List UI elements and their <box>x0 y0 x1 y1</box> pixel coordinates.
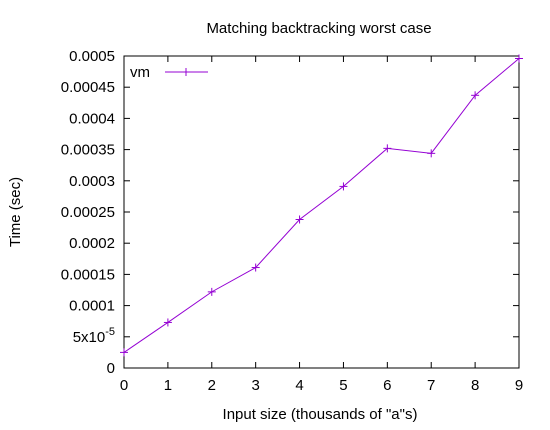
y-tick-label: 0.0002 <box>69 235 115 252</box>
x-tick-label: 2 <box>208 377 216 394</box>
legend-label-vm: vm <box>130 64 150 81</box>
x-tick-label: 8 <box>471 377 479 394</box>
x-tick-label: 5 <box>339 377 347 394</box>
data-point <box>515 54 523 63</box>
x-tick-label: 7 <box>427 377 435 394</box>
data-point <box>207 287 216 296</box>
data-point <box>163 318 172 327</box>
x-tick-label: 4 <box>295 377 303 394</box>
plot-frame <box>123 55 520 369</box>
legend-marker-vm <box>182 68 190 76</box>
data-point <box>295 215 304 224</box>
y-tick-label: 0.00035 <box>61 142 115 159</box>
series-line-vm <box>123 58 520 353</box>
data-point <box>339 182 348 191</box>
data-point <box>427 149 436 158</box>
x-tick-label: 3 <box>251 377 259 394</box>
y-tick-label: 5x10-5 <box>73 326 115 346</box>
y-tick-label: 0.00045 <box>61 79 115 96</box>
y-tick-label: 0.0005 <box>69 48 115 65</box>
y-tick-label: 0.00025 <box>61 204 115 221</box>
data-point <box>251 263 260 272</box>
chart-title: Matching backtracking worst case <box>206 20 431 37</box>
y-tick-label: 0.0003 <box>69 173 115 190</box>
x-tick-label: 6 <box>383 377 391 394</box>
y-tick-label: 0.00015 <box>61 266 115 283</box>
y-tick-label: 0.0004 <box>69 110 115 127</box>
y-tick-label: 0 <box>107 360 115 377</box>
x-axis-label: Input size (thousands of "a"s) <box>223 406 418 423</box>
data-point <box>120 348 128 357</box>
x-tick-label: 1 <box>164 377 172 394</box>
x-tick-label: 0 <box>120 377 128 394</box>
x-tick-label: 9 <box>515 377 523 394</box>
series-layer <box>120 54 523 357</box>
data-point <box>471 91 480 100</box>
y-axis-label: Time (sec) <box>7 177 24 247</box>
x-axis-ticks: 0 1 2 3 4 5 6 7 8 9 <box>120 56 523 394</box>
data-point <box>383 144 392 153</box>
legend: vm <box>130 64 208 81</box>
y-axis-ticks: 0 5x10-5 0.0001 0.00015 0.0002 0.00025 0.0003 0… <box>61 48 519 377</box>
y-tick-label: 0.0001 <box>69 298 115 315</box>
